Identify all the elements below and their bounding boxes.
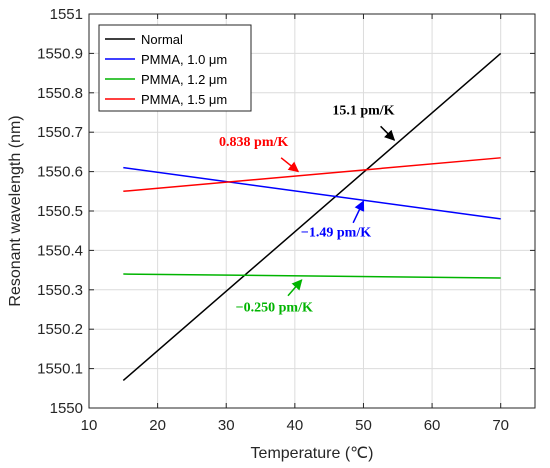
y-tick-label: 1550.7 <box>37 124 83 141</box>
y-tick-label: 1550.5 <box>37 203 83 220</box>
x-axis-title: Temperature (℃) <box>251 445 374 462</box>
legend-label-3: PMMA, 1.5 μm <box>141 92 227 107</box>
legend-label-0: Normal <box>141 32 183 47</box>
y-tick-label: 1550.4 <box>37 242 83 259</box>
y-tick-label: 1550.6 <box>37 164 83 181</box>
x-tick-label: 30 <box>218 417 235 434</box>
legend-label-1: PMMA, 1.0 μm <box>141 52 227 67</box>
annotation-label-0: 15.1 pm/K <box>332 103 394 118</box>
x-tick-label: 10 <box>81 417 98 434</box>
x-tick-label: 40 <box>287 417 304 434</box>
legend: Normal PMMA, 1.0 μm PMMA, 1.2 μm PMMA, 1.5 … <box>99 25 251 111</box>
y-tick-label: 1550 <box>50 400 83 417</box>
x-tick-label: 60 <box>424 417 441 434</box>
y-tick-label: 1550.2 <box>37 321 83 338</box>
annotation-label-1: 0.838 pm/K <box>219 135 288 150</box>
y-tick-label: 1550.9 <box>37 45 83 62</box>
legend-label-2: PMMA, 1.2 μm <box>141 72 227 87</box>
y-tick-label: 1550.3 <box>37 282 83 299</box>
y-axis-title: Resonant wavelength (nm) <box>7 115 24 306</box>
annotation-label-2: −1.49 pm/K <box>301 226 371 241</box>
y-tick-label: 1551 <box>50 6 83 23</box>
y-tick-label: 1550.1 <box>37 361 83 378</box>
x-tick-label: 70 <box>492 417 509 434</box>
x-tick-label: 20 <box>149 417 166 434</box>
x-tick-label: 50 <box>355 417 372 434</box>
annotation-label-3: −0.250 pm/K <box>236 300 313 315</box>
y-tick-label: 1550.8 <box>37 85 83 102</box>
